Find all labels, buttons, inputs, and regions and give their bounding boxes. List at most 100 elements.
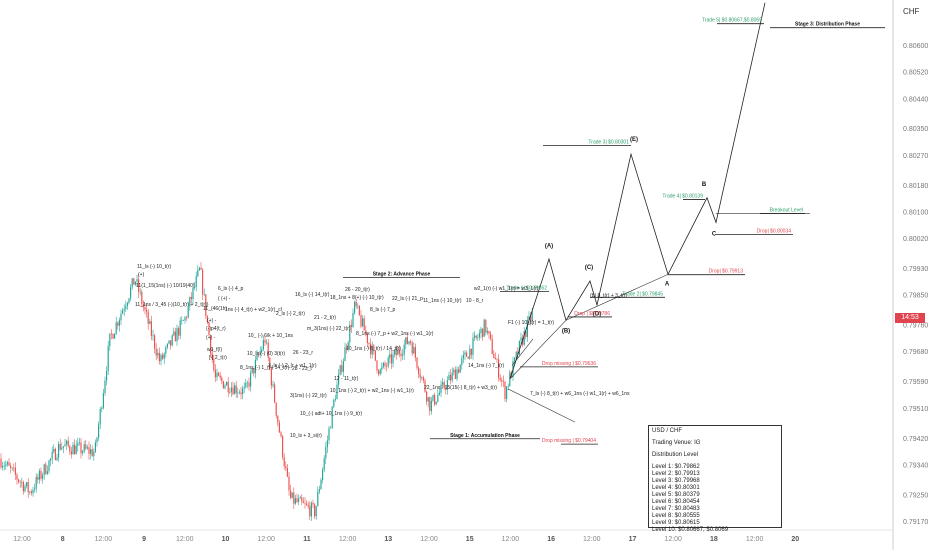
chart-annotation: m_3(1ns) (-) 22_t(r) [307, 326, 351, 332]
candle-body [259, 351, 261, 356]
candle-body [490, 333, 492, 339]
x-tick-label: 9 [142, 536, 146, 543]
chart-annotation: ( (+) - [218, 296, 231, 302]
candle-body [66, 440, 68, 445]
candle-body [19, 481, 21, 483]
candle-body [27, 482, 29, 493]
candle-body [16, 474, 18, 480]
candle-body [206, 316, 208, 323]
candle-body [262, 340, 264, 350]
candle-body [157, 352, 159, 356]
candle-body [21, 482, 23, 483]
candle-body [411, 342, 413, 354]
candle-body [368, 342, 370, 344]
wave-label: (E) [630, 137, 638, 143]
candle-body [104, 380, 106, 394]
candle-body [315, 506, 317, 517]
chart-annotation: 22_ls (-) 21_p [392, 296, 423, 302]
candle-body [330, 427, 332, 429]
candle-body [325, 447, 327, 459]
candle-body [312, 502, 314, 505]
candle-body [254, 359, 256, 374]
y-tick-label: 0.80520 [903, 70, 928, 77]
candle-body [91, 449, 93, 457]
candle-body [160, 354, 162, 362]
candle-body [299, 497, 301, 499]
candle-body [88, 447, 90, 454]
x-tick-label: 13 [384, 536, 392, 543]
candle-body [318, 489, 320, 492]
candle-body [355, 301, 357, 306]
candle-body [62, 446, 64, 448]
candle-body [357, 305, 359, 307]
candle-body [446, 380, 448, 390]
y-tick-label: 0.79760 [903, 323, 928, 330]
candle-body [0, 458, 2, 468]
candle-body [80, 442, 82, 454]
chart-annotation: 14_1ns (-) 7_t(r) [468, 363, 504, 369]
candle-body [200, 267, 202, 270]
info-level: Level 1: $0.79862 [652, 464, 700, 470]
candle-body [349, 324, 351, 343]
candle-body [528, 316, 530, 321]
candle-body [94, 442, 96, 452]
chart-annotation: 1ns (-) 4_t(r) + w2_1(r)_cl [225, 307, 282, 313]
candle-body [234, 385, 236, 395]
candle-body [267, 342, 269, 358]
candle-body [134, 281, 136, 285]
candle-body [248, 382, 250, 387]
candle-body [418, 367, 420, 375]
candle-body [344, 347, 346, 362]
candle-body [304, 502, 306, 504]
level-label: Drop | $0.79786 [574, 311, 610, 317]
info-box: USD / CHF Trading Venue: IG Distribution… [648, 425, 782, 533]
candle-body [350, 324, 352, 327]
candle-body [414, 347, 416, 358]
candle-body [314, 504, 316, 517]
candle-body [165, 347, 167, 354]
candle-body [126, 302, 128, 307]
candle-body [179, 320, 181, 336]
candle-body [347, 342, 349, 350]
candle-body [83, 444, 85, 452]
candle-body [133, 278, 135, 285]
price-axis[interactable]: 0.79170 0.79250 0.79340 0.79420 0.79510 0.795… [903, 43, 928, 526]
candle-body [298, 498, 300, 502]
chart-annotation: 26 - 20_t(r) [345, 287, 370, 293]
candle-body [504, 382, 506, 399]
chart-annotation: 11_1ns (-) 10_t(r) [423, 298, 462, 304]
candle-body [336, 384, 338, 400]
candle-body [221, 377, 223, 382]
candle-body [70, 451, 72, 455]
chart-annotation: 11_(46(1h) [203, 306, 227, 312]
y-tick-label: 0.79850 [903, 293, 928, 300]
wave-label: (A) [545, 243, 553, 249]
info-level: Level 6: $0.80454 [652, 499, 700, 505]
candle-body [366, 333, 368, 343]
candle-body [69, 446, 71, 452]
time-axis[interactable]: 12:00 8 12:00 9 12:00 10 12:00 11 12:00 13 12:00 15… [13, 536, 799, 543]
candle-body [472, 337, 474, 355]
wave-label: C [712, 232, 717, 238]
candle-body [338, 374, 340, 385]
candle-body [477, 337, 479, 339]
candle-body [286, 468, 288, 477]
trend-line [511, 338, 534, 366]
candle-body [326, 440, 328, 448]
candle-body [317, 491, 319, 507]
candle-body [243, 387, 245, 389]
candle-body [387, 357, 389, 367]
candle-body [14, 467, 16, 475]
candle-body [320, 479, 322, 490]
chart-annotation: w2_1(r) (-) w1_1(r) = w3_1(r) [474, 286, 539, 292]
y-tick-label: 0.79590 [903, 379, 928, 386]
x-tick-label: 12:00 [583, 536, 601, 543]
candle-body [35, 476, 37, 489]
level-label: Breakout Level [770, 207, 803, 213]
chart-annotation: 3_ls (-) 2_(r + w1_1(r) [268, 363, 317, 369]
candle-body [54, 448, 56, 460]
candle-body [483, 319, 485, 337]
candle-body [275, 402, 277, 416]
candle-body [389, 354, 391, 358]
